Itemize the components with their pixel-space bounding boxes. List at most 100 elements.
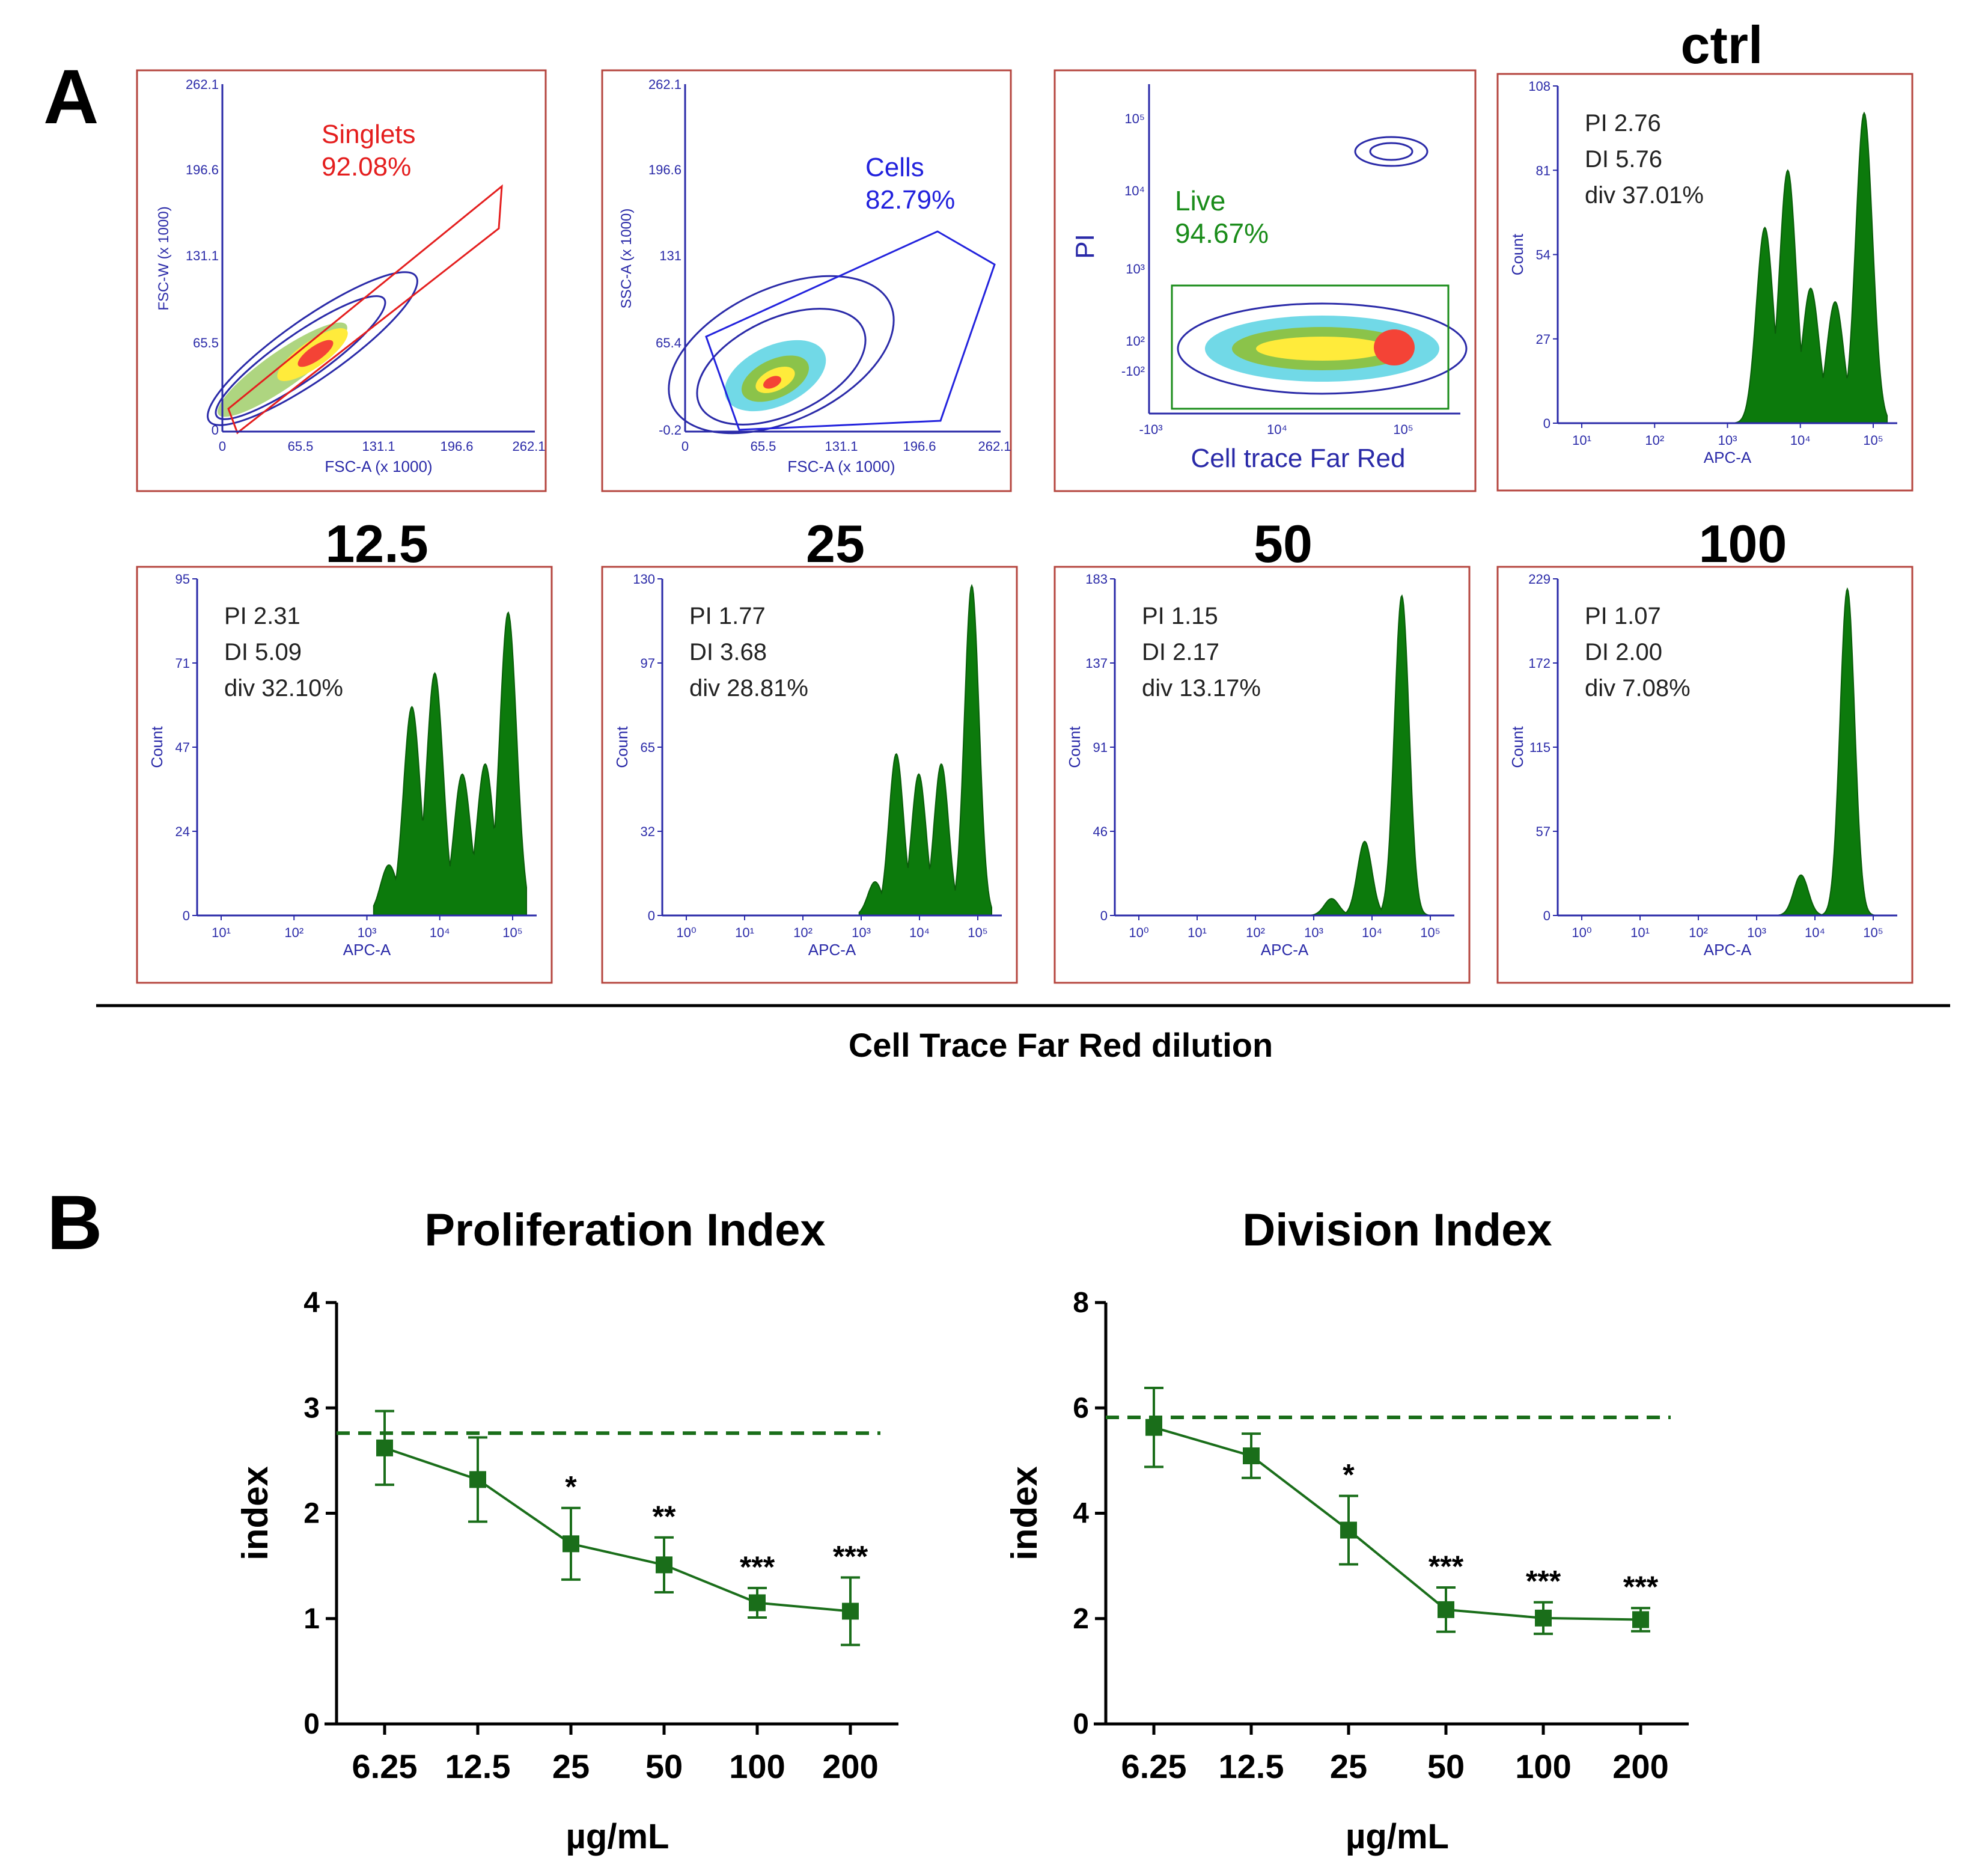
gate-percent: 82.79% [865, 185, 955, 215]
y-tick: 10³ [1126, 261, 1145, 277]
data-point [1340, 1521, 1357, 1539]
y-tick-label: 0 [1073, 1708, 1089, 1740]
y-axis-label: PI [1070, 234, 1100, 259]
gate-name: Cells [865, 153, 924, 182]
x-tick-label: 100 [729, 1747, 785, 1785]
x-tick: 10⁵ [1393, 422, 1413, 437]
y-tick-label: 0 [1543, 416, 1551, 431]
gate-panel-cells: -0.2 65.4 131 196.6 262.1 0 65.5 131.1 1… [601, 69, 1012, 492]
gate-name: Live [1175, 185, 1225, 216]
significance-marker: *** [833, 1539, 868, 1573]
x-tick-label: 10⁴ [1805, 925, 1825, 940]
y-tick-label: 4 [1073, 1498, 1089, 1530]
div-value: div 7.08% [1585, 675, 1691, 701]
x-tick: 262.1 [512, 439, 545, 454]
x-axis-label: APC-A [808, 941, 856, 959]
histogram-area [1733, 111, 1888, 424]
data-point [1632, 1611, 1649, 1628]
y-tick: 131 [659, 248, 682, 263]
x-tick-label: 10² [1645, 433, 1664, 448]
x-tick-label: 6.25 [1121, 1747, 1187, 1785]
panel-title: 12.5 [325, 514, 428, 573]
chart-title: Division Index [1242, 1205, 1552, 1256]
density-plot [1171, 136, 1468, 410]
pi-value: PI 1.77 [689, 603, 766, 629]
x-tick: 262.1 [978, 439, 1011, 454]
y-axis-label: FSC-W (x 1000) [156, 206, 172, 310]
x-tick-label: 25 [1330, 1747, 1367, 1785]
data-point [1243, 1447, 1260, 1464]
y-tick-label: 108 [1528, 79, 1551, 94]
y-tick: 196.6 [648, 162, 682, 177]
density-plot [668, 230, 996, 435]
y-axis-label: Count [613, 726, 631, 768]
y-tick: 65.5 [193, 335, 219, 350]
y-tick-label: 115 [1529, 740, 1551, 755]
x-tick-label: 50 [1427, 1747, 1465, 1785]
x-tick: 131.1 [362, 439, 395, 454]
pi-value: PI 2.76 [1585, 110, 1661, 136]
pi-value: PI 1.07 [1585, 603, 1661, 629]
y-tick-label: 183 [1085, 572, 1108, 587]
x-tick-label: 50 [645, 1747, 683, 1785]
div-value: div 28.81% [689, 675, 808, 701]
x-tick-label: 12.5 [445, 1747, 511, 1785]
line-charts: Proliferation Index 0 1 2 3 4 6.25 12.5 25 50 100 2… [235, 1205, 1689, 1856]
x-tick-label: 25 [552, 1747, 590, 1785]
x-tick-label: 200 [822, 1747, 878, 1785]
x-axis-label: APC-A [1704, 448, 1752, 466]
y-tick-label: 229 [1528, 572, 1551, 587]
x-tick: 65.5 [288, 439, 314, 454]
panel-title: 50 [1254, 514, 1313, 573]
y-tick-label: 95 [175, 572, 190, 587]
y-tick-label: 57 [1536, 824, 1551, 839]
x-tick-label: 10⁴ [1790, 433, 1811, 448]
y-tick: 65.4 [656, 335, 682, 350]
x-tick-label: 10² [1246, 925, 1265, 940]
y-tick-label: 46 [1093, 824, 1108, 839]
y-tick-label: 24 [175, 824, 190, 839]
y-tick-label: 8 [1073, 1287, 1089, 1319]
di-value: DI 5.09 [224, 639, 302, 665]
histogram-area [373, 611, 527, 916]
y-tick: -10² [1121, 364, 1145, 379]
x-tick-label: 10⁴ [909, 925, 930, 940]
gate-percent: 92.08% [322, 152, 411, 182]
x-tick: 196.6 [903, 439, 936, 454]
data-point [1535, 1609, 1552, 1627]
y-tick-label: 4 [303, 1287, 320, 1319]
y-tick-label: 71 [175, 656, 190, 671]
x-tick-label: 100 [1515, 1747, 1571, 1785]
histogram-panel: 100 0 57 115 172 229 10⁰ 10¹ 10² 10³ 10⁴ 10⁵ APC-A Co… [1496, 514, 1913, 984]
x-tick: 10⁴ [1267, 422, 1287, 437]
histogram-area [858, 584, 992, 916]
x-tick-label: 10³ [1718, 433, 1737, 448]
y-tick-label: 65 [641, 740, 655, 755]
x-tick-label: 10² [1689, 925, 1708, 940]
y-tick-label: 81 [1536, 163, 1551, 178]
x-tick-label: 10⁰ [1129, 925, 1148, 940]
y-tick-label: 47 [175, 740, 190, 755]
x-tick-label: 10⁰ [676, 925, 696, 940]
x-tick-label: 10³ [358, 925, 377, 940]
x-tick-label: 10² [793, 925, 813, 940]
gate-panel-singlets: 0 65.5 131.1 196.6 262.1 0 65.5 131.1 19… [136, 69, 547, 492]
y-tick-label: 97 [641, 656, 655, 671]
x-tick: 65.5 [751, 439, 776, 454]
x-tick-label: 10² [284, 925, 303, 940]
x-tick-label: 10³ [1747, 925, 1766, 940]
y-axis-label: index [235, 1466, 275, 1560]
y-tick: 0 [212, 423, 219, 438]
histogram-area [1311, 594, 1445, 916]
y-tick-label: 0 [303, 1708, 320, 1740]
significance-marker: * [565, 1470, 577, 1504]
histogram-panel: ctrl 0 27 54 81 108 10¹ 10² 10³ 10⁴ 10⁵ APC-A Count P… [1496, 15, 1913, 492]
x-tick: 131.1 [825, 439, 858, 454]
y-tick: 10⁵ [1124, 111, 1145, 126]
div-value: div 13.17% [1142, 675, 1261, 701]
x-tick-label: 10³ [1304, 925, 1323, 940]
x-tick-label: 10¹ [1630, 925, 1650, 940]
y-tick-label: 2 [303, 1498, 320, 1530]
y-tick-label: 2 [1073, 1603, 1089, 1635]
x-tick-label: 10¹ [1188, 925, 1207, 940]
